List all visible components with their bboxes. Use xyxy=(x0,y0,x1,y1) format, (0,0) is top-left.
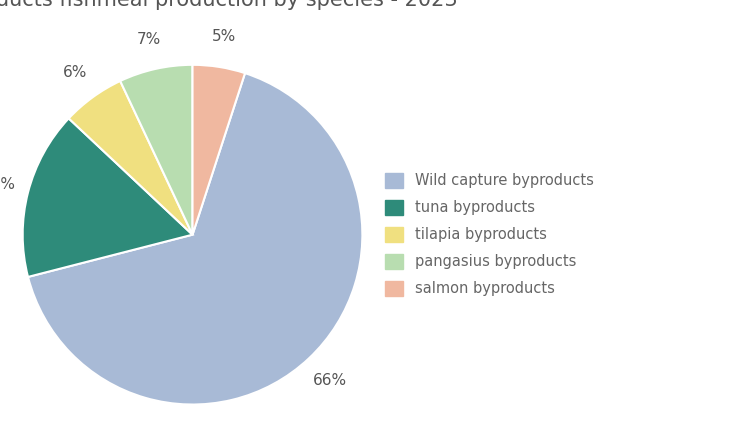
Wedge shape xyxy=(69,81,193,235)
Text: 16%: 16% xyxy=(0,177,15,192)
Wedge shape xyxy=(23,118,193,277)
Legend: Wild capture byproducts, tuna byproducts, tilapia byproducts, pangasius byproduc: Wild capture byproducts, tuna byproducts… xyxy=(378,165,601,304)
Wedge shape xyxy=(28,73,362,405)
Text: 5%: 5% xyxy=(211,29,236,44)
Title: By-products fishmeal production by species - 2023: By-products fishmeal production by speci… xyxy=(0,0,458,10)
Wedge shape xyxy=(120,65,193,235)
Text: 7%: 7% xyxy=(137,32,161,46)
Text: 6%: 6% xyxy=(63,65,87,80)
Wedge shape xyxy=(193,65,245,235)
Text: 66%: 66% xyxy=(313,373,347,388)
